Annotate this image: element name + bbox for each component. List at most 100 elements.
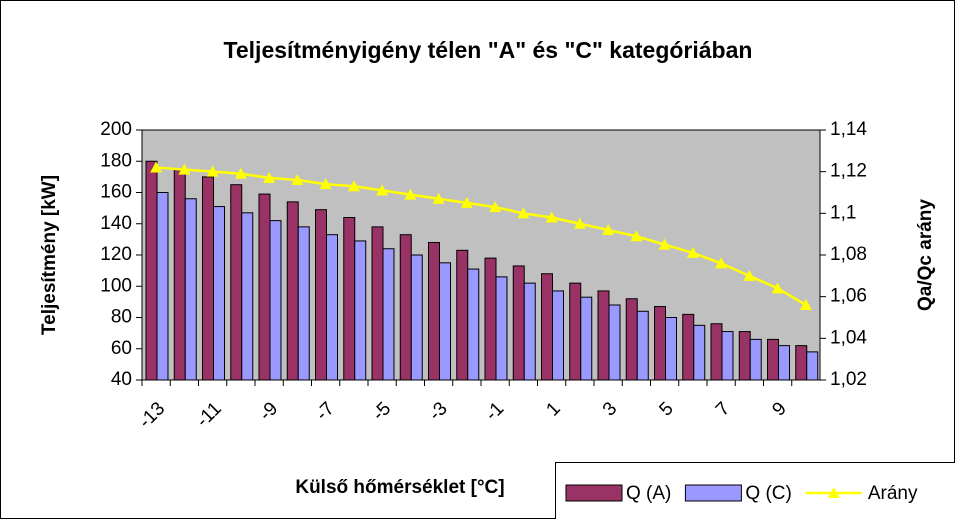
y-tick-label: 200 (100, 119, 132, 140)
y-tick-label: 140 (100, 213, 132, 234)
chart-title: Teljesítményigény télen "A" és "C" kateg… (224, 37, 753, 63)
marker (347, 180, 360, 192)
bar (495, 276, 508, 381)
y2-tick-label: 1,06 (830, 286, 867, 307)
bar (512, 265, 525, 381)
bar (795, 345, 808, 381)
bar (608, 304, 621, 381)
bar (326, 234, 338, 381)
y-tick-label: 80 (111, 307, 132, 328)
bar (710, 323, 723, 381)
bar (523, 282, 536, 381)
bar (173, 168, 186, 381)
marker (376, 184, 389, 196)
bar (682, 313, 695, 381)
bar (382, 248, 395, 381)
marker (319, 178, 332, 190)
bar (806, 351, 819, 381)
bar (456, 249, 469, 381)
plot-area (142, 130, 820, 380)
bar (467, 268, 480, 381)
marker (206, 165, 219, 177)
y2-tick-label: 1,08 (830, 244, 867, 265)
bar (399, 234, 412, 381)
legend-label: Arány (868, 483, 918, 504)
marker (404, 188, 417, 200)
marker (630, 230, 643, 242)
bar (693, 324, 706, 381)
marker (291, 174, 304, 185)
bar (258, 193, 271, 381)
line (156, 166, 807, 307)
legend-label: Q (A) (626, 483, 671, 504)
bar (145, 160, 158, 381)
y-tick-label: 40 (111, 369, 132, 390)
bar (184, 198, 197, 381)
bar (428, 242, 440, 381)
marker (743, 269, 756, 281)
y2-axis-title: Qa/Qc arány (915, 199, 936, 311)
y2-tick-label: 1,12 (830, 161, 867, 182)
marker (234, 167, 247, 179)
bar (778, 345, 790, 381)
bar (625, 298, 638, 381)
bar (410, 254, 423, 381)
bar (286, 201, 299, 381)
legend-swatch (684, 484, 742, 502)
bar (439, 262, 451, 381)
y-tick-label: 60 (111, 338, 132, 359)
bar (213, 206, 225, 381)
legend-swatch (565, 484, 623, 502)
bar (767, 338, 779, 381)
bar (484, 257, 497, 381)
y-tick-label: 160 (100, 182, 132, 203)
bar (202, 176, 214, 381)
marker (799, 299, 812, 310)
marker (178, 163, 191, 175)
marker (658, 238, 671, 250)
bar (552, 290, 564, 381)
bar (541, 273, 553, 381)
bar (749, 338, 762, 381)
bar (665, 317, 677, 381)
y-tick-label: 180 (100, 150, 132, 171)
y-tick-label: 100 (100, 275, 132, 296)
bar (230, 184, 243, 381)
marker (263, 171, 276, 183)
y-tick-label: 120 (100, 244, 132, 265)
legend-marker (827, 487, 840, 498)
marker (545, 211, 558, 223)
bar (241, 212, 254, 381)
y2-tick-label: 1,02 (830, 369, 867, 390)
marker (686, 246, 699, 258)
bar (721, 331, 734, 381)
bar (597, 290, 610, 381)
marker (150, 161, 163, 173)
bar (569, 282, 582, 381)
marker (573, 217, 586, 229)
y-axis-title: Teljesítmény [kW] (39, 175, 60, 335)
marker (715, 257, 728, 269)
marker (602, 224, 615, 235)
legend-label: Q (C) (745, 483, 791, 504)
bar (354, 240, 367, 381)
marker (489, 201, 502, 213)
bar (269, 220, 282, 381)
bar (654, 306, 666, 381)
bar (297, 226, 310, 381)
marker (771, 282, 784, 294)
marker (517, 207, 530, 219)
bar (371, 226, 384, 381)
x-axis-title: Külső hőmérséklet [°C] (295, 477, 504, 498)
marker (460, 196, 473, 208)
bar (343, 217, 356, 381)
y2-tick-label: 1,04 (830, 327, 867, 348)
bar (156, 192, 169, 381)
bar (315, 209, 327, 381)
y2-tick-label: 1,1 (830, 202, 856, 223)
bar (580, 296, 593, 381)
y2-tick-label: 1,14 (830, 119, 867, 140)
bar (738, 331, 751, 381)
marker (432, 192, 445, 204)
